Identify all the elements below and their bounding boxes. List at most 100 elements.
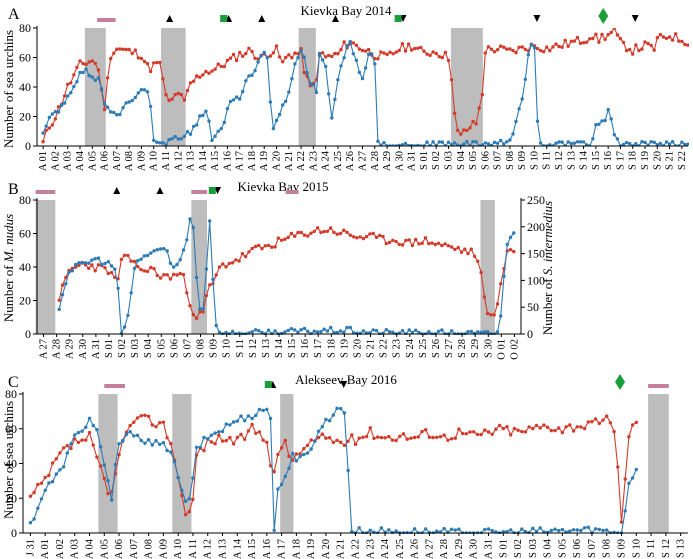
data-point — [495, 141, 500, 145]
x-tick-label: A 11 — [188, 539, 199, 559]
data-point — [379, 526, 384, 530]
data-point — [198, 310, 202, 314]
panel-c-markers — [104, 374, 669, 390]
data-point — [210, 138, 214, 143]
data-point — [346, 468, 350, 473]
data-point — [204, 293, 209, 298]
data-point — [78, 70, 82, 75]
panel-a: A Kievka Bay 2014 Number of sea urchins … — [1, 3, 689, 171]
data-point — [482, 295, 487, 299]
data-point — [54, 457, 58, 461]
data-point — [90, 59, 95, 63]
x-tick-label: A 23 — [308, 151, 319, 171]
y-right-tick-label: 200 — [527, 220, 545, 234]
data-point — [73, 262, 78, 267]
data-point — [382, 51, 386, 55]
pink-period-bar — [648, 384, 669, 388]
data-point — [358, 235, 362, 239]
data-point — [391, 238, 395, 242]
data-point — [499, 314, 503, 318]
x-tick-label: S 21 — [665, 151, 676, 170]
data-point — [486, 45, 491, 49]
data-point — [64, 282, 68, 286]
data-point — [222, 120, 226, 125]
data-point — [330, 116, 334, 120]
data-point — [39, 481, 44, 485]
data-point — [105, 76, 110, 80]
data-point — [342, 411, 347, 415]
shaded-period — [84, 28, 106, 146]
data-point — [401, 432, 406, 436]
x-tick-label: S 08 — [505, 151, 516, 170]
data-point — [136, 56, 140, 60]
x-tick-label: S 16 — [603, 151, 614, 170]
data-point — [257, 407, 262, 412]
data-point — [545, 425, 550, 429]
panel-c-letter: C — [8, 374, 19, 391]
data-point — [69, 81, 73, 85]
x-tick-label: A 08 — [144, 539, 155, 559]
data-point — [191, 313, 195, 317]
data-point — [601, 528, 605, 533]
data-point — [372, 436, 376, 441]
x-tick-label: S 06 — [169, 339, 180, 358]
data-point — [289, 231, 294, 236]
data-point — [302, 326, 307, 331]
data-point — [483, 141, 487, 145]
panel-b: B Kievka Bay 2015 Number of M. nudus Num… — [1, 179, 555, 360]
data-point — [417, 330, 421, 335]
data-point — [397, 242, 401, 247]
data-point — [416, 143, 420, 146]
data-point — [136, 264, 140, 269]
data-point — [128, 423, 132, 428]
data-point — [438, 435, 443, 439]
data-point — [115, 47, 119, 51]
triangle-down-marker — [533, 15, 541, 22]
data-point — [250, 416, 254, 421]
data-point — [158, 141, 162, 145]
data-point — [93, 78, 98, 83]
data-point — [169, 450, 173, 454]
x-tick-label: A 11 — [161, 151, 172, 171]
data-point — [283, 474, 287, 478]
data-point — [96, 263, 101, 267]
data-point — [53, 117, 58, 121]
x-tick-label: A 07 — [129, 539, 140, 559]
data-point — [431, 435, 435, 440]
data-point — [91, 423, 95, 428]
data-point — [187, 509, 191, 514]
data-point — [61, 465, 66, 469]
data-point — [173, 92, 177, 97]
data-point — [327, 419, 332, 423]
data-point — [575, 425, 579, 429]
data-point — [293, 234, 297, 238]
data-point — [90, 258, 94, 262]
x-tick-label: A 31 — [91, 339, 102, 359]
data-point — [450, 329, 454, 333]
data-point — [36, 506, 40, 510]
panel-b-letter: B — [8, 181, 19, 198]
data-point — [529, 43, 534, 47]
x-tick-label: A 30 — [78, 339, 89, 359]
x-tick-label: A 17 — [277, 539, 288, 559]
data-point — [50, 461, 55, 465]
data-point — [324, 436, 328, 440]
x-tick-label: S 12 — [554, 151, 565, 170]
data-point — [90, 75, 95, 79]
data-point — [520, 429, 524, 434]
data-point — [65, 451, 70, 455]
data-point — [495, 330, 500, 334]
data-point — [538, 426, 542, 430]
data-point — [214, 273, 218, 277]
data-point — [265, 407, 269, 411]
data-point — [449, 527, 454, 531]
data-point — [277, 112, 282, 117]
x-tick-label: A 04 — [75, 150, 86, 171]
shaded-period — [172, 394, 192, 533]
data-point — [188, 81, 193, 85]
data-point — [597, 527, 601, 532]
data-point — [109, 56, 113, 61]
x-tick-label: A 25 — [395, 539, 406, 559]
data-point — [289, 327, 294, 331]
data-point — [471, 119, 475, 124]
